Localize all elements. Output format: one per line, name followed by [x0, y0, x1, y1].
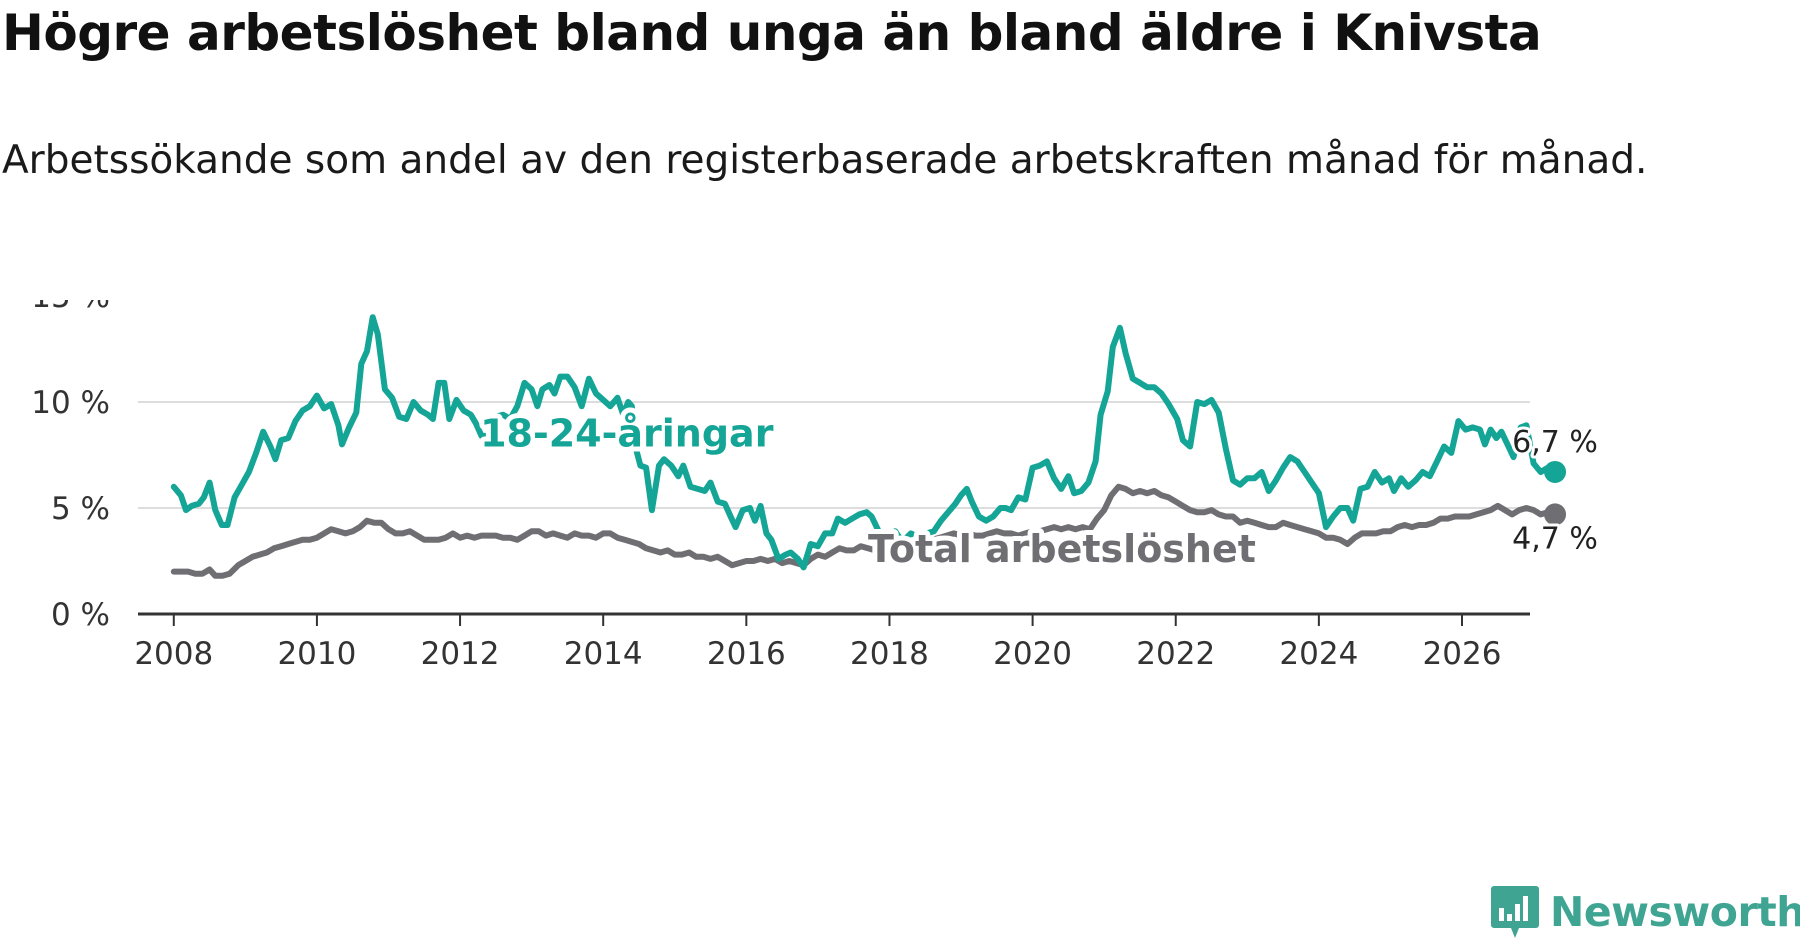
x-tick-label: 2010 — [277, 636, 356, 672]
newsworthy-logo: Newsworthy — [1490, 884, 1800, 940]
x-tick-label: 2014 — [564, 636, 643, 672]
series-label: Total arbetslöshet — [868, 527, 1256, 571]
series-end-label: 6,7 % — [1512, 425, 1598, 460]
y-tick-label: 0 % — [51, 597, 110, 633]
series-end-dot — [1544, 503, 1567, 526]
x-tick-label: 2016 — [707, 636, 786, 672]
x-tick-label: 2024 — [1279, 636, 1358, 672]
chart-subtitle: Arbetssökande som andel av den registerb… — [2, 138, 1648, 183]
x-tick-label: 2022 — [1136, 636, 1215, 672]
x-tick-label: 2020 — [993, 636, 1072, 672]
line-chart: 2008 2010 2012 2014 2016 2018 2020 2022 2024 2026… — [31, 300, 1601, 672]
series-end-label: 4,7 % — [1512, 521, 1598, 556]
x-tick-label: 2012 — [421, 636, 500, 672]
gridlines — [138, 401, 1530, 509]
y-tick-label: 15 % — [31, 300, 110, 315]
x-tick-label: 2008 — [134, 636, 213, 672]
series-label: 18-24-åringar — [480, 412, 774, 456]
y-tick-label: 5 % — [51, 491, 110, 527]
series-line — [170, 314, 1558, 571]
newsworthy-icon — [1491, 886, 1539, 938]
x-tick-label: 2018 — [850, 636, 929, 672]
x-tick-label: 2026 — [1423, 636, 1502, 672]
series-lines — [170, 314, 1567, 579]
x-axis: 2008 2010 2012 2014 2016 2018 2020 2022 2024 2026 — [134, 612, 1530, 672]
series-labels: 18-24-åringar Total arbetslöshet 6,7 % 4,7 … — [475, 407, 1601, 577]
y-tick-label: 10 % — [31, 385, 110, 421]
chart-title: Högre arbetslöshet bland unga än bland ä… — [2, 4, 1542, 62]
series-end-dot — [1544, 460, 1567, 483]
series-line — [170, 483, 1558, 579]
y-axis-labels: 0 % 5 % 10 % 15 % — [31, 300, 110, 633]
brand-name: Newsworthy — [1550, 888, 1800, 936]
